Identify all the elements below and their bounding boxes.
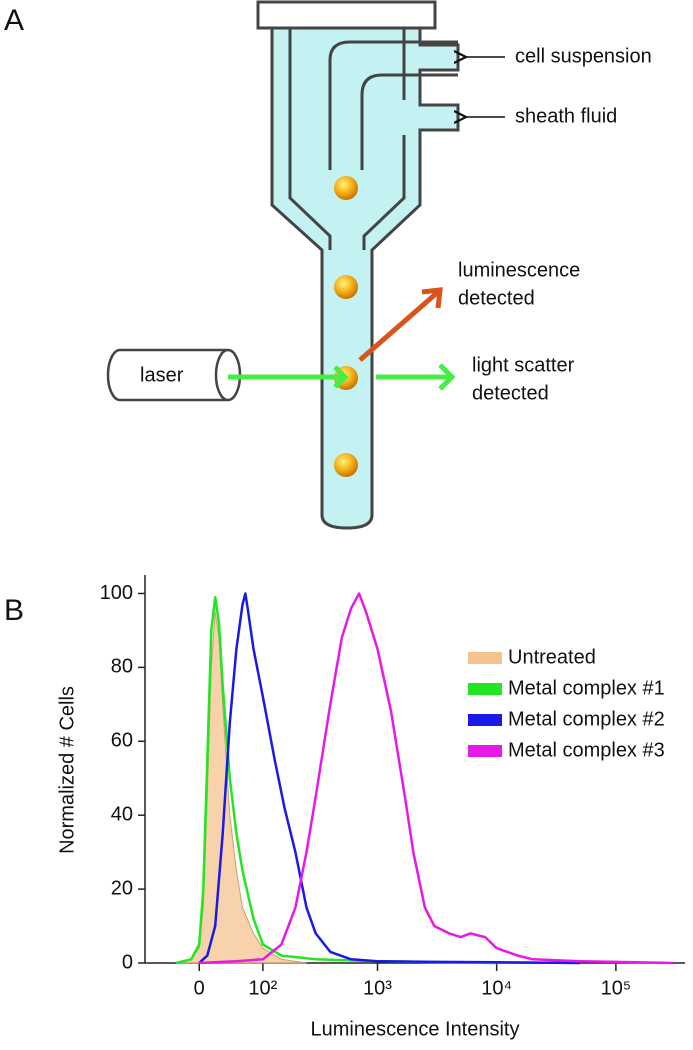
panel-a-diagram: A laser cell suspension sheath fluid lum…	[4, 0, 652, 530]
legend-label: Metal complex #3	[508, 739, 665, 761]
input-label: cell suspension	[515, 45, 652, 67]
x-axis-label: Luminescence Intensity	[310, 1018, 519, 1040]
nozzle-wall	[288, 28, 406, 250]
legend-swatch	[468, 683, 502, 695]
y-tick-label: 40	[111, 803, 133, 825]
laser-label: laser	[140, 364, 184, 386]
legend-label: Metal complex #2	[508, 708, 665, 730]
output-label: luminescence	[458, 259, 580, 281]
y-tick-label: 0	[122, 951, 133, 973]
sample-tube	[328, 40, 458, 170]
panel-label: B	[4, 594, 24, 627]
output-label: detected	[472, 382, 549, 404]
y-tick-label: 20	[111, 877, 133, 899]
legend-label: Metal complex #1	[508, 677, 665, 699]
x-tick-label: 10⁴	[481, 977, 512, 999]
laser-beam	[228, 363, 456, 391]
emission-arrow	[358, 287, 443, 362]
x-tick-label: 10⁵	[601, 977, 632, 999]
y-tick-label: 60	[111, 730, 133, 752]
panel-label: A	[4, 4, 24, 37]
input-label: sheath fluid	[515, 105, 617, 127]
panel-b-chart: B Luminescence Intensity Normalized # Ce…	[4, 575, 685, 1040]
x-tick-label: 0	[194, 977, 205, 999]
cap	[256, 0, 437, 30]
legend-label: Untreated	[508, 646, 596, 668]
cell	[334, 275, 358, 299]
cell	[334, 176, 358, 200]
nozzle	[270, 26, 460, 530]
y-axis-label: Normalized # Cells	[56, 686, 78, 854]
y-tick-label: 100	[100, 582, 133, 604]
output-label: detected	[458, 287, 535, 309]
laser	[106, 348, 242, 402]
output-label: light scatter	[472, 354, 575, 376]
legend-swatch	[468, 714, 502, 726]
legend-swatch	[468, 652, 502, 664]
histogram-line	[198, 592, 581, 965]
histogram-line	[199, 592, 673, 965]
legend-swatch	[468, 745, 502, 757]
histogram-area	[175, 611, 307, 964]
cell	[334, 453, 358, 477]
histogram-line	[175, 595, 497, 965]
x-tick-label: 10²	[248, 977, 277, 999]
x-tick-label: 10³	[363, 977, 392, 999]
y-tick-label: 80	[111, 656, 133, 678]
